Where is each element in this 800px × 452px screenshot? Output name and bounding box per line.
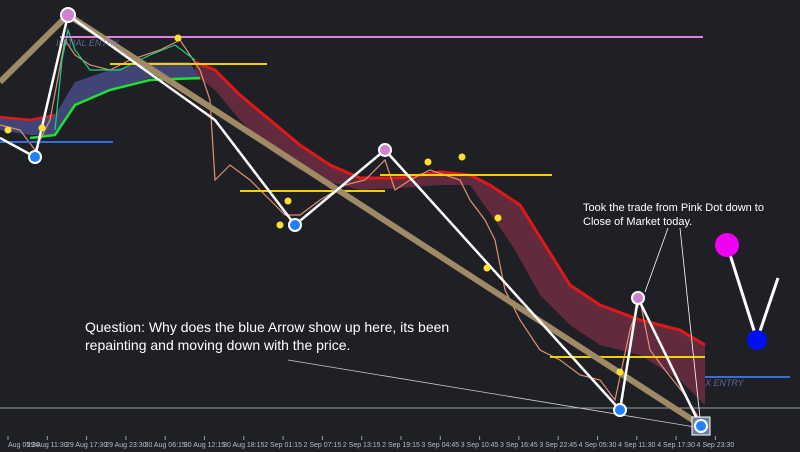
- entry-label: INITIAL ENTRY: [56, 38, 120, 48]
- blue-dot: [288, 218, 302, 232]
- annotation: Close of Market today.: [583, 216, 692, 228]
- x-tick-label: 4 Sep 05:30: [579, 442, 617, 449]
- blue-dot: [747, 330, 767, 350]
- x-tick-label: 2 Sep 13:15: [343, 442, 381, 449]
- annotation: repainting and moving down with the pric…: [85, 337, 350, 353]
- x-tick-label: 30 Aug 06:15: [145, 442, 186, 449]
- pink-dot: [715, 233, 739, 257]
- x-tick-label: 2 Sep 01:15: [264, 442, 302, 449]
- blue-dot: [694, 419, 708, 433]
- x-tick-label: 2 Sep 19:15: [382, 442, 420, 449]
- x-tick-label: 4 Sep 17:30: [657, 442, 695, 449]
- x-tick-label: Aug 05:30: [8, 442, 40, 449]
- x-tick-label: 3 Sep 16:45: [500, 442, 538, 449]
- yellow-dots: [4, 34, 624, 376]
- pointer: [679, 227, 701, 419]
- band: [195, 62, 705, 405]
- band-red-left: [0, 113, 56, 122]
- x-tick-label: 3 Sep 04:45: [421, 442, 459, 449]
- x-tick-label: 4 Sep 11:30: [618, 442, 655, 449]
- entry-label: X ENTRY: [704, 378, 745, 388]
- annotation: Took the trade from Pink Dot down to: [583, 202, 764, 214]
- pink-dot: [631, 291, 645, 305]
- x-tick-label: 29 Aug 11:30: [27, 442, 68, 449]
- x-tick-label: 29 Aug 17:30: [66, 442, 107, 449]
- annotation: Question: Why does the blue Arrow show u…: [85, 319, 449, 335]
- x-tick-label: 4 Sep 23:30: [697, 442, 735, 449]
- blue-dot: [28, 150, 42, 164]
- x-tick-label: 2 Sep 07:15: [304, 442, 342, 449]
- x-tick-label: 30 Aug 12:15: [184, 442, 225, 449]
- pink-dot: [378, 143, 392, 157]
- x-tick-label: 3 Sep 22:45: [539, 442, 577, 449]
- pointer: [287, 359, 696, 428]
- pointer: [644, 227, 669, 293]
- price-green: [54, 27, 196, 131]
- x-tick-label: 3 Sep 10:45: [461, 442, 499, 449]
- band-edge: [194, 60, 706, 347]
- x-tick-label: 30 Aug 18:15: [223, 442, 264, 449]
- x-tick-label: 29 Aug 23:30: [105, 442, 146, 449]
- pink-dot: [60, 7, 76, 23]
- blue-dot: [613, 403, 627, 417]
